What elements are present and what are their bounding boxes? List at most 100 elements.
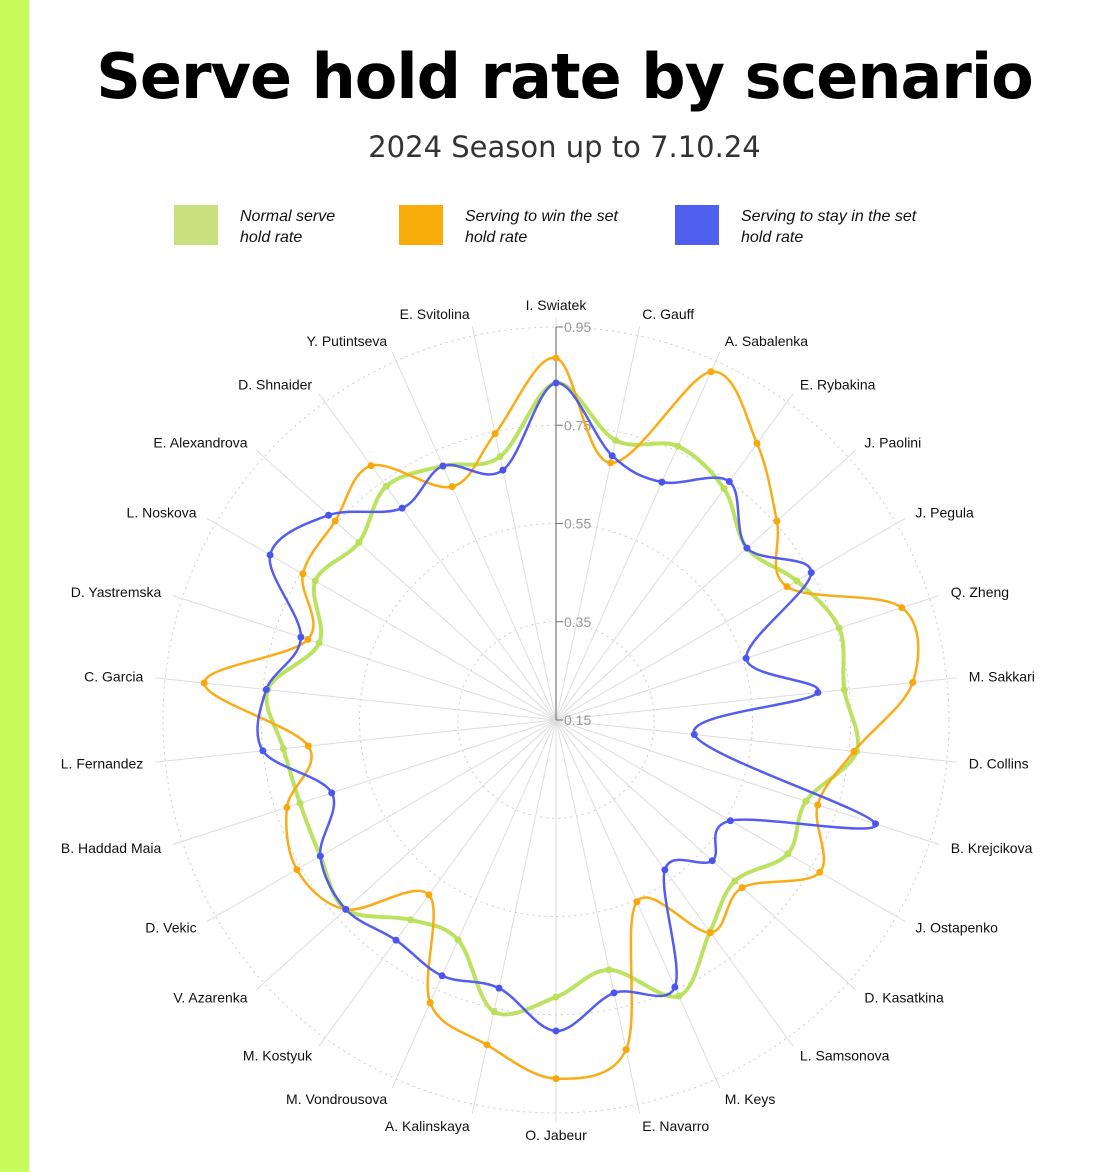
data-point: [742, 654, 750, 662]
data-point: [367, 462, 375, 470]
spoke-line: [555, 719, 856, 991]
data-point: [315, 639, 323, 647]
data-point: [611, 436, 619, 444]
data-point: [491, 430, 499, 438]
data-point: [633, 898, 641, 906]
data-point: [200, 679, 208, 687]
player-label: D. Kasatkina: [864, 990, 944, 1006]
data-point: [331, 517, 339, 525]
spoke-line: [555, 393, 794, 721]
data-point: [496, 453, 504, 461]
player-label: Y. Putintseva: [307, 333, 388, 349]
player-label: Q. Zheng: [951, 584, 1009, 600]
tick-label: 0.15: [564, 712, 591, 728]
spoke-line: [555, 351, 721, 721]
data-point: [454, 936, 462, 944]
player-label: J. Pegula: [915, 505, 974, 521]
data-point: [490, 1008, 498, 1016]
data-point: [304, 742, 312, 750]
data-point: [909, 679, 917, 687]
data-point: [773, 517, 781, 525]
data-point: [898, 604, 906, 612]
legend-label: Serving to win the set hold rate: [465, 208, 618, 246]
player-label: D. Yastremska: [71, 584, 162, 600]
data-point: [708, 857, 716, 865]
data-point: [425, 891, 433, 899]
player-label: J. Ostapenko: [915, 920, 998, 936]
data-point: [382, 482, 390, 490]
legend-label: Normal serve hold rate: [240, 208, 336, 246]
player-label: D. Collins: [969, 755, 1029, 771]
data-point: [266, 551, 274, 559]
data-point: [783, 583, 791, 591]
data-point: [726, 817, 734, 825]
data-point: [814, 801, 822, 809]
player-label: A. Kalinskaya: [385, 1118, 470, 1134]
spoke-line: [256, 449, 557, 721]
data-point: [328, 789, 336, 797]
data-point: [671, 983, 679, 991]
data-point: [398, 504, 406, 512]
data-point: [552, 379, 560, 387]
data-point: [835, 624, 843, 632]
legend-swatch: [399, 205, 443, 245]
player-label: B. Krejcikova: [951, 840, 1033, 856]
data-point: [262, 686, 270, 694]
tick-label: 0.35: [564, 614, 591, 630]
spoke-line: [555, 677, 957, 721]
data-point: [316, 852, 324, 860]
data-point: [690, 731, 698, 739]
chart-subtitle: 2024 Season up to 7.10.24: [368, 130, 761, 164]
player-label: B. Haddad Maia: [61, 840, 162, 856]
player-label: L. Noskova: [127, 505, 197, 521]
data-point: [552, 993, 560, 1001]
spoke-line: [471, 719, 557, 1115]
data-point: [658, 478, 666, 486]
spoke-line: [206, 518, 557, 721]
data-point: [426, 999, 434, 1007]
data-point: [325, 511, 333, 519]
data-point: [784, 850, 792, 858]
spoke-line: [172, 719, 557, 846]
spoke-line: [471, 325, 557, 721]
spoke-line: [555, 719, 794, 1047]
legend-item-win-set: Serving to win the set hold rate: [399, 205, 655, 248]
spoke-line: [155, 677, 557, 721]
data-point: [299, 570, 307, 578]
player-label: M. Sakkari: [969, 669, 1035, 685]
player-label: E. Rybakina: [800, 376, 876, 392]
spoke-line: [555, 719, 940, 846]
data-point: [607, 459, 615, 467]
data-point: [807, 569, 815, 577]
data-point: [342, 905, 350, 913]
data-point: [296, 799, 304, 807]
series-line-2: [202, 356, 920, 1081]
data-point: [605, 966, 613, 974]
data-point: [448, 483, 456, 491]
player-label: L. Samsonova: [800, 1048, 890, 1064]
data-point: [608, 452, 616, 460]
player-label: D. Shnaider: [238, 376, 312, 392]
series-line-3: [256, 381, 877, 1033]
grid-circle: [162, 326, 950, 1114]
data-point: [731, 877, 739, 885]
player-label: E. Navarro: [642, 1118, 709, 1134]
data-point: [483, 1041, 491, 1049]
player-label: M. Keys: [725, 1091, 776, 1107]
data-point: [283, 803, 291, 811]
data-point: [674, 442, 682, 450]
data-point: [610, 989, 618, 997]
spoke-line: [555, 518, 906, 721]
data-point: [293, 866, 301, 874]
spoke-line: [555, 449, 856, 721]
legend-label: Serving to stay in the set hold rate: [741, 208, 917, 246]
data-point: [355, 538, 363, 546]
data-point: [872, 820, 880, 828]
player-label: A. Sabalenka: [725, 333, 808, 349]
tick-label: 0.95: [564, 319, 591, 335]
spoke-line: [172, 594, 557, 721]
data-point: [259, 747, 267, 755]
data-point: [499, 466, 507, 474]
data-point: [814, 688, 822, 696]
